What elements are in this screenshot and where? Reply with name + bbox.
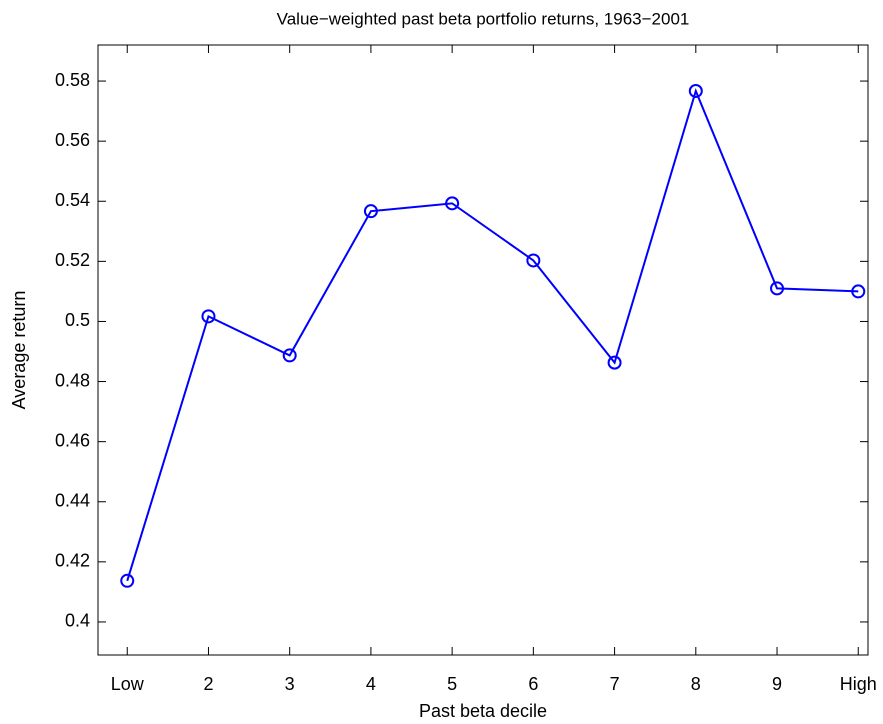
data-point	[363, 204, 378, 219]
y-tick-label: 0.54	[55, 190, 90, 210]
data-point	[688, 83, 703, 98]
y-tick-label: 0.4	[65, 611, 90, 631]
plot-frame	[97, 44, 869, 656]
y-tick-label: 0.48	[55, 370, 90, 390]
x-tick-label: 3	[285, 674, 295, 694]
data-point	[770, 281, 785, 296]
y-tick-label: 0.52	[55, 250, 90, 270]
data-point	[526, 253, 541, 268]
x-tick-label: 4	[366, 674, 376, 694]
y-tick-label: 0.46	[55, 430, 90, 450]
data-point	[445, 196, 460, 211]
x-tick-label: 7	[610, 674, 620, 694]
data-point	[120, 573, 135, 588]
x-tick-label: 6	[528, 674, 538, 694]
y-tick-label: 0.42	[55, 551, 90, 571]
y-tick-label: 0.58	[55, 70, 90, 90]
x-tick-label: 8	[691, 674, 701, 694]
data-point	[282, 348, 297, 363]
data-point	[851, 284, 866, 299]
data-point	[607, 355, 622, 370]
x-tick-label: Low	[111, 674, 145, 694]
data-line	[126, 87, 859, 582]
x-tick-label: 9	[772, 674, 782, 694]
y-axis-label: Average return	[9, 291, 29, 410]
x-tick-label: High	[840, 674, 877, 694]
y-tick-label: 0.5	[65, 310, 90, 330]
data-point	[201, 309, 216, 324]
y-tick-label: 0.44	[55, 490, 90, 510]
x-axis-label: Past beta decile	[419, 701, 547, 721]
x-tick-label: 5	[447, 674, 457, 694]
x-tick-label: 2	[203, 674, 213, 694]
y-tick-label: 0.56	[55, 130, 90, 150]
chart-title: Value−weighted past beta portfolio retur…	[277, 9, 690, 28]
